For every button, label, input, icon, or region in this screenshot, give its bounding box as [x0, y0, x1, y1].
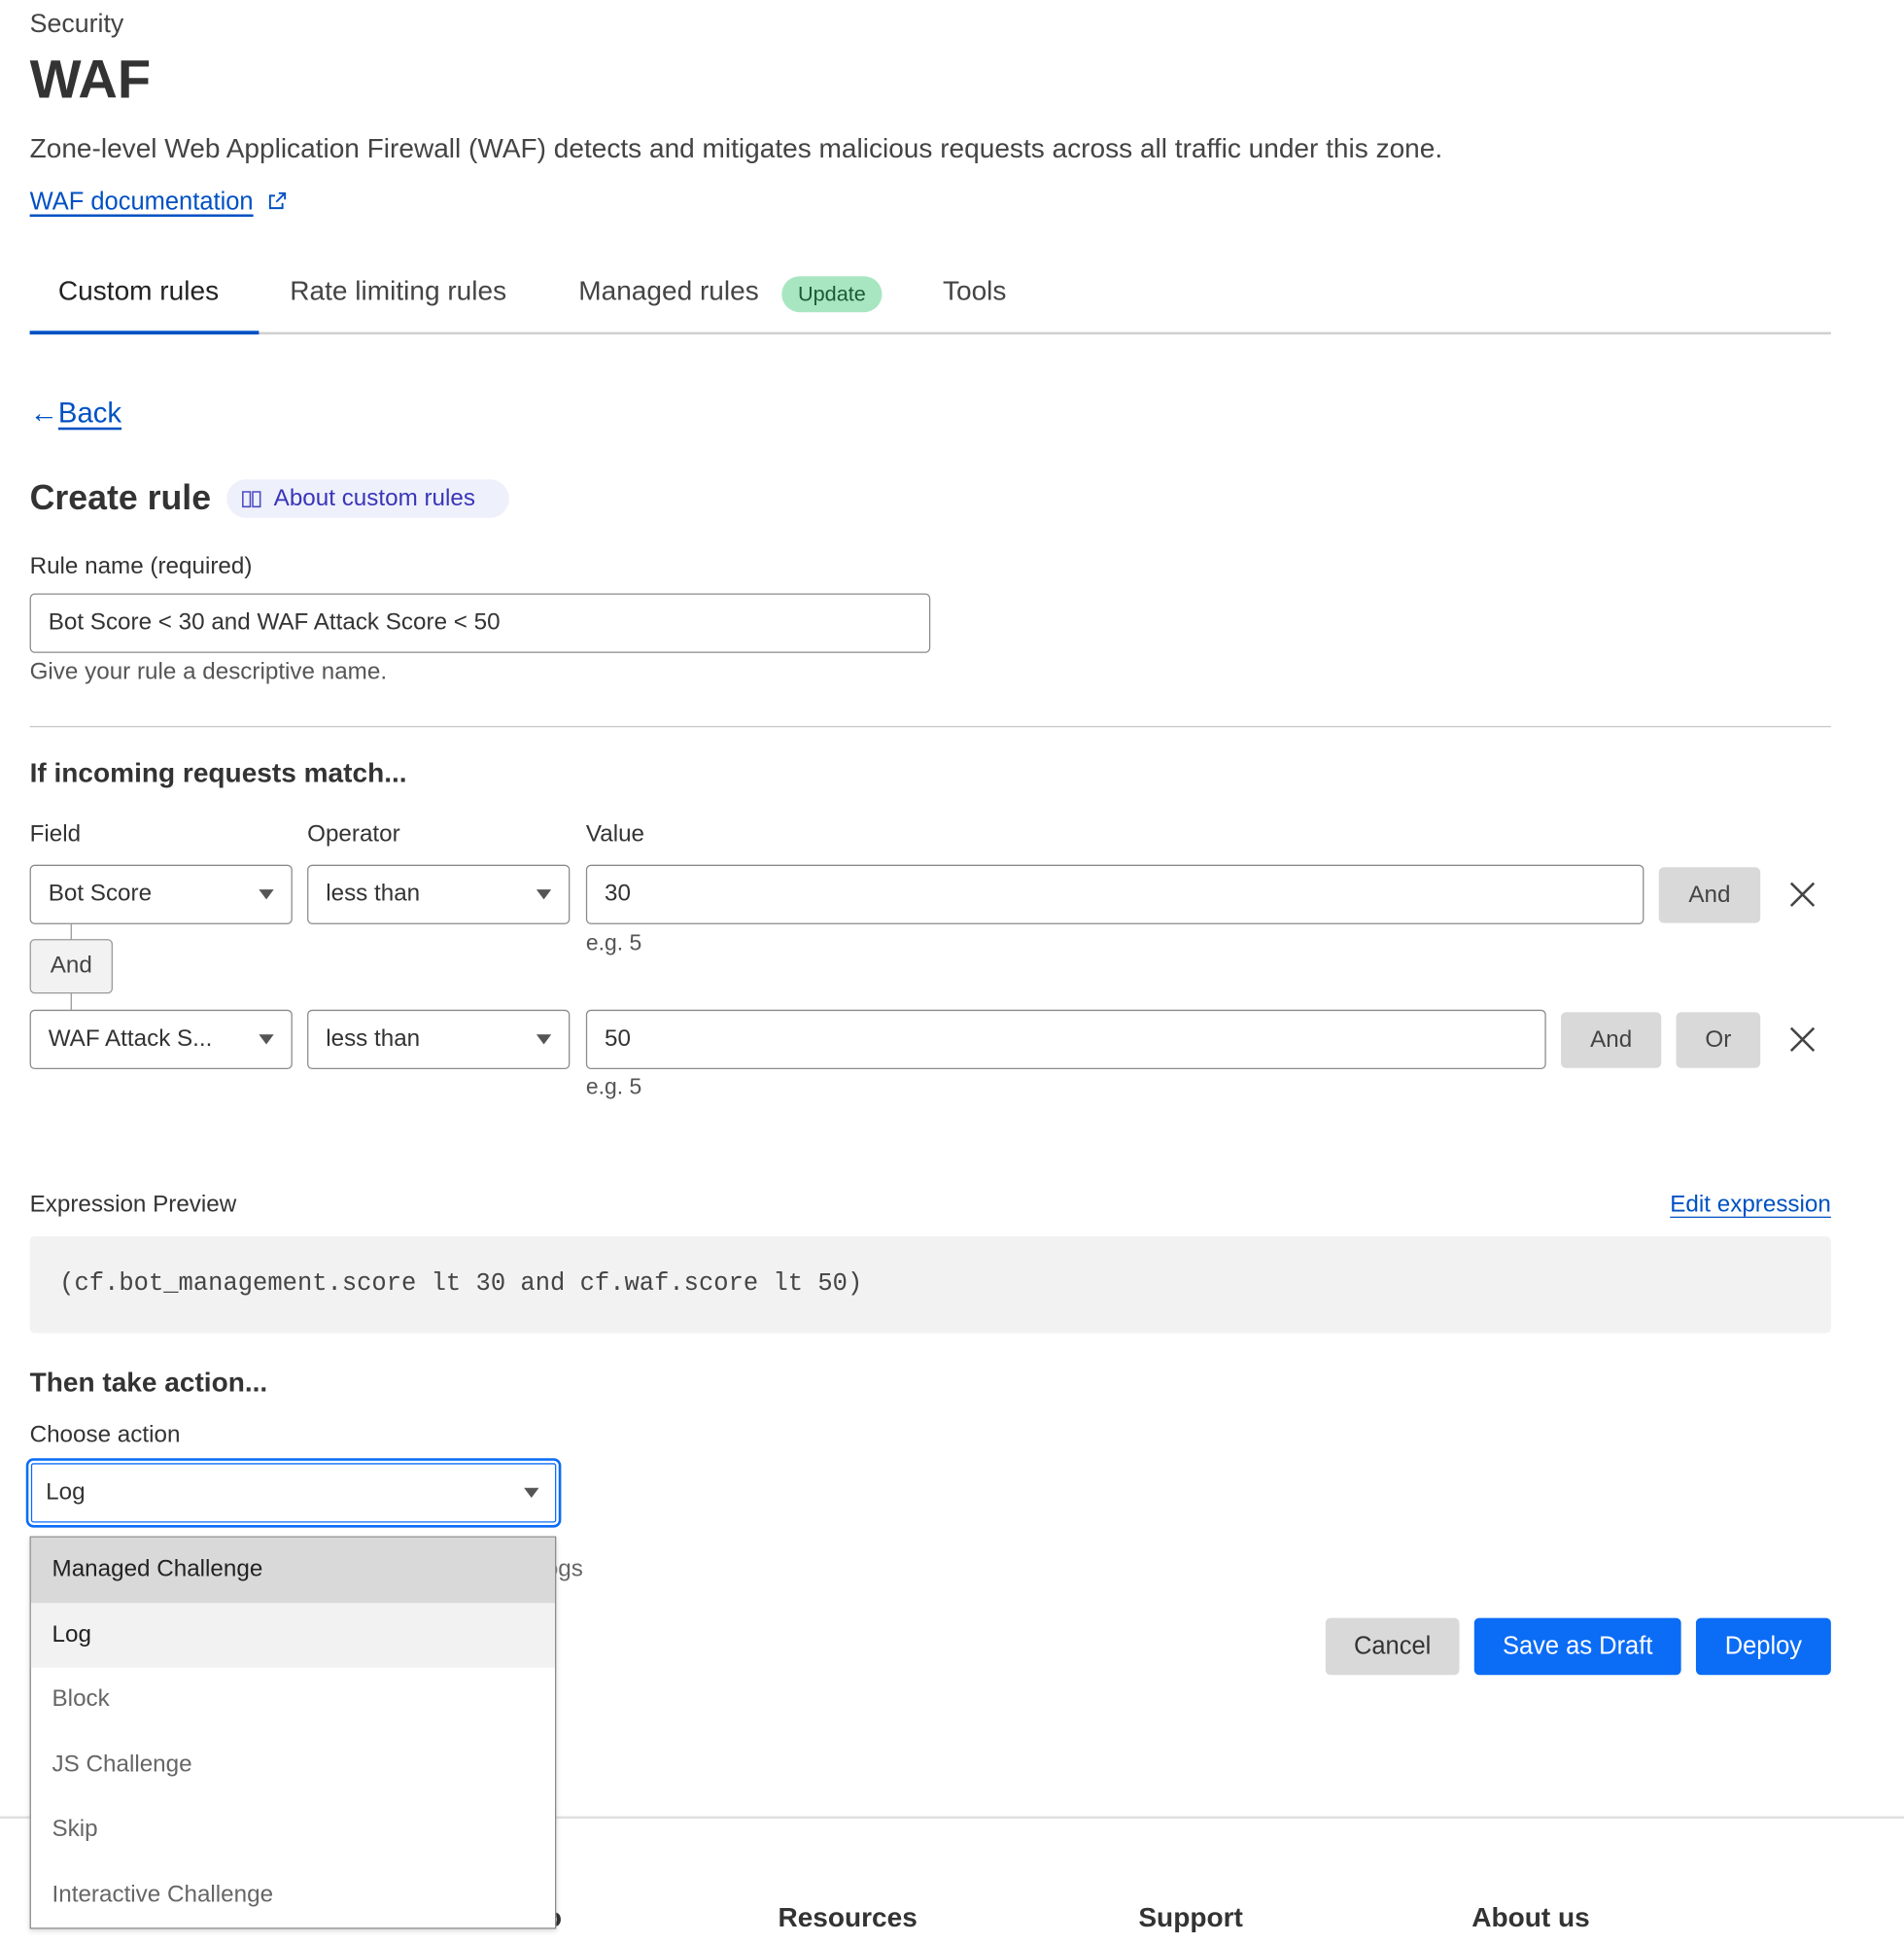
back-label[interactable]: Back — [57, 396, 122, 430]
menu-item-interactive-challenge[interactable]: Interactive Challenge — [52, 1881, 274, 1908]
field-select-1[interactable]: Bot Score — [29, 864, 293, 924]
field-label: Field — [29, 821, 82, 848]
value-hint-2: e.g. 5 — [585, 1074, 642, 1099]
footer-divider — [0, 1816, 1904, 1820]
value-hint-1: e.g. 5 — [585, 930, 642, 955]
value-input-1[interactable]: 30 — [585, 864, 1644, 924]
rule-name-value[interactable]: Bot Score < 30 and WAF Attack Score < 50 — [48, 609, 501, 636]
close-icon[interactable] — [1789, 1025, 1817, 1053]
waf-documentation-label[interactable]: WAF documentation — [29, 188, 254, 216]
action-dropdown-menu: Managed Challenge Log Block JS Challenge… — [29, 1536, 557, 1929]
value-input-1-value[interactable]: 30 — [605, 881, 631, 908]
value-input-2-value[interactable]: 50 — [605, 1025, 631, 1053]
edit-expression-link[interactable]: Edit expression — [1670, 1192, 1831, 1218]
menu-item-js-challenge[interactable]: JS Challenge — [52, 1751, 192, 1778]
operator-select-2-value[interactable]: less than — [326, 1025, 421, 1053]
menu-item-skip[interactable]: Skip — [52, 1816, 98, 1843]
create-rule-heading: Create rule — [29, 477, 212, 517]
operator-label: Operator — [307, 821, 400, 848]
chevron-down-icon — [536, 889, 552, 900]
update-badge: Update — [781, 276, 883, 313]
tab-rate-limiting-rules[interactable]: Rate limiting rules — [290, 274, 507, 306]
chevron-down-icon — [524, 1487, 539, 1498]
match-heading: If incoming requests match... — [29, 756, 407, 788]
back-link[interactable]: ←Back — [30, 397, 121, 430]
section-divider — [29, 725, 1831, 728]
rule-name-help: Give your rule a descriptive name. — [29, 659, 388, 685]
rule-name-label: Rule name (required) — [29, 553, 253, 580]
footer-heading-about-us: About us — [1471, 1901, 1590, 1933]
about-custom-rules-label[interactable]: About custom rules — [273, 485, 475, 511]
connector-and-button[interactable]: And — [29, 939, 113, 994]
add-and-button-1[interactable]: And — [1658, 867, 1761, 923]
book-icon — [242, 490, 261, 507]
footer-heading-support: Support — [1138, 1901, 1243, 1933]
menu-item-log[interactable]: Log — [30, 1602, 556, 1668]
field-select-1-value[interactable]: Bot Score — [48, 881, 153, 908]
chevron-down-icon — [259, 1034, 274, 1045]
page-description: Zone-level Web Application Firewall (WAF… — [29, 132, 1443, 164]
deploy-button[interactable]: Deploy — [1695, 1617, 1831, 1676]
tab-managed-rules[interactable]: Managed rules — [578, 274, 759, 306]
action-heading: Then take action... — [29, 1366, 268, 1398]
footer-heading-resources: Resources — [778, 1901, 917, 1933]
active-tab-indicator — [29, 330, 260, 335]
rule-name-input[interactable]: Bot Score < 30 and WAF Attack Score < 50 — [29, 593, 931, 653]
tabs-divider — [29, 331, 1831, 335]
close-icon[interactable] — [1789, 881, 1817, 908]
action-select[interactable]: Log — [25, 1458, 562, 1528]
tab-custom-rules[interactable]: Custom rules — [57, 274, 220, 306]
chevron-down-icon — [536, 1034, 552, 1045]
expression-preview-box: (cf.bot_management.score lt 30 and cf.wa… — [29, 1236, 1831, 1334]
field-select-2[interactable]: WAF Attack S... — [29, 1009, 293, 1069]
arrow-left-icon: ← — [29, 396, 58, 430]
operator-select-1-value[interactable]: less than — [326, 881, 421, 908]
expression-preview-label: Expression Preview — [29, 1192, 237, 1218]
operator-select-2[interactable]: less than — [307, 1009, 571, 1069]
about-custom-rules-link[interactable]: About custom rules — [226, 479, 509, 518]
cancel-button[interactable]: Cancel — [1325, 1617, 1460, 1676]
chevron-down-icon — [259, 889, 274, 900]
page-title: WAF — [29, 49, 152, 111]
breadcrumb: Security — [29, 10, 124, 39]
value-label: Value — [585, 821, 645, 848]
field-select-2-value[interactable]: WAF Attack S... — [48, 1025, 213, 1053]
waf-documentation-link[interactable]: WAF documentation — [30, 189, 288, 217]
external-link-icon — [268, 191, 287, 210]
save-as-draft-button[interactable]: Save as Draft — [1473, 1617, 1681, 1676]
choose-action-label: Choose action — [29, 1422, 181, 1449]
value-input-2[interactable]: 50 — [585, 1009, 1546, 1069]
tab-tools[interactable]: Tools — [942, 274, 1007, 306]
menu-item-managed-challenge[interactable]: Managed Challenge — [30, 1537, 556, 1603]
operator-select-1[interactable]: less than — [307, 864, 571, 924]
add-or-button[interactable]: Or — [1676, 1012, 1761, 1068]
menu-item-block[interactable]: Block — [52, 1686, 110, 1713]
add-and-button-2[interactable]: And — [1560, 1012, 1662, 1068]
action-select-value[interactable]: Log — [46, 1478, 86, 1506]
expression-code: (cf.bot_management.score lt 30 and cf.wa… — [59, 1269, 863, 1299]
